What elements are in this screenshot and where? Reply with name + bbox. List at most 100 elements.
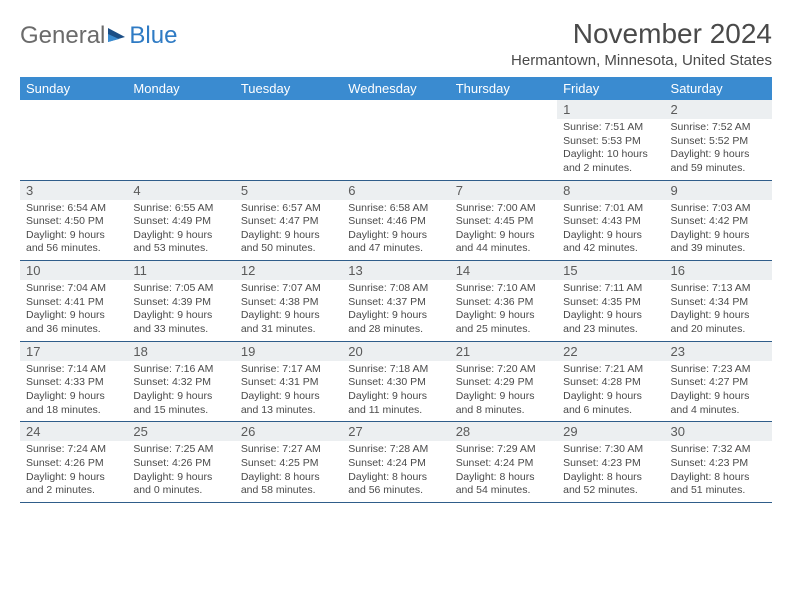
info-line: Sunrise: 6:54 AM <box>26 202 121 216</box>
day-info: Sunrise: 6:55 AMSunset: 4:49 PMDaylight:… <box>127 200 234 261</box>
day-info: Sunrise: 7:29 AMSunset: 4:24 PMDaylight:… <box>450 441 557 502</box>
info-line: and 6 minutes. <box>563 404 658 418</box>
info-line: Sunrise: 7:17 AM <box>241 363 336 377</box>
calendar-cell: . <box>235 100 342 180</box>
info-line: and 25 minutes. <box>456 323 551 337</box>
header: General Blue November 2024 Hermantown, M… <box>20 18 772 69</box>
info-line: Sunrise: 7:13 AM <box>671 282 766 296</box>
info-line: Daylight: 9 hours <box>348 390 443 404</box>
calendar-cell: 14Sunrise: 7:10 AMSunset: 4:36 PMDayligh… <box>450 261 557 342</box>
info-line: Sunrise: 6:57 AM <box>241 202 336 216</box>
info-line: and 33 minutes. <box>133 323 228 337</box>
info-line: Daylight: 9 hours <box>26 390 121 404</box>
day-info: Sunrise: 7:30 AMSunset: 4:23 PMDaylight:… <box>557 441 664 502</box>
info-line: Sunrise: 7:29 AM <box>456 443 551 457</box>
calendar-cell: 8Sunrise: 7:01 AMSunset: 4:43 PMDaylight… <box>557 180 664 261</box>
day-info: Sunrise: 7:21 AMSunset: 4:28 PMDaylight:… <box>557 361 664 422</box>
calendar-cell: 23Sunrise: 7:23 AMSunset: 4:27 PMDayligh… <box>665 341 772 422</box>
info-line: Sunrise: 7:05 AM <box>133 282 228 296</box>
info-line: and 47 minutes. <box>348 242 443 256</box>
info-line: Sunrise: 7:18 AM <box>348 363 443 377</box>
day-info: Sunrise: 7:18 AMSunset: 4:30 PMDaylight:… <box>342 361 449 422</box>
info-line: Daylight: 9 hours <box>26 309 121 323</box>
info-line: Daylight: 8 hours <box>456 471 551 485</box>
calendar-cell: . <box>450 100 557 180</box>
info-line: Sunset: 4:35 PM <box>563 296 658 310</box>
day-info: Sunrise: 7:05 AMSunset: 4:39 PMDaylight:… <box>127 280 234 341</box>
info-line: Daylight: 9 hours <box>133 471 228 485</box>
day-number: 20 <box>342 342 449 361</box>
info-line: Sunset: 4:43 PM <box>563 215 658 229</box>
calendar-cell: 13Sunrise: 7:08 AMSunset: 4:37 PMDayligh… <box>342 261 449 342</box>
info-line: Sunset: 4:30 PM <box>348 376 443 390</box>
info-line: and 31 minutes. <box>241 323 336 337</box>
info-line: Sunrise: 7:01 AM <box>563 202 658 216</box>
day-number: 8 <box>557 181 664 200</box>
location-text: Hermantown, Minnesota, United States <box>511 52 772 69</box>
day-header: Wednesday <box>342 77 449 100</box>
day-header: Saturday <box>665 77 772 100</box>
calendar-cell: 20Sunrise: 7:18 AMSunset: 4:30 PMDayligh… <box>342 341 449 422</box>
day-number: 16 <box>665 261 772 280</box>
info-line: Daylight: 9 hours <box>26 471 121 485</box>
calendar-cell: 22Sunrise: 7:21 AMSunset: 4:28 PMDayligh… <box>557 341 664 422</box>
calendar-cell: . <box>342 100 449 180</box>
info-line: Sunrise: 7:10 AM <box>456 282 551 296</box>
day-info: Sunrise: 7:13 AMSunset: 4:34 PMDaylight:… <box>665 280 772 341</box>
calendar-week: 10Sunrise: 7:04 AMSunset: 4:41 PMDayligh… <box>20 261 772 342</box>
info-line: Sunset: 4:41 PM <box>26 296 121 310</box>
calendar-cell: 11Sunrise: 7:05 AMSunset: 4:39 PMDayligh… <box>127 261 234 342</box>
info-line: and 2 minutes. <box>26 484 121 498</box>
info-line: Daylight: 9 hours <box>348 229 443 243</box>
info-line: Sunrise: 7:04 AM <box>26 282 121 296</box>
info-line: Sunset: 4:33 PM <box>26 376 121 390</box>
info-line: Daylight: 9 hours <box>563 390 658 404</box>
info-line: Sunrise: 7:51 AM <box>563 121 658 135</box>
info-line: and 56 minutes. <box>26 242 121 256</box>
day-header: Thursday <box>450 77 557 100</box>
day-info: Sunrise: 7:01 AMSunset: 4:43 PMDaylight:… <box>557 200 664 261</box>
logo-text-1: General <box>20 22 105 50</box>
info-line: and 36 minutes. <box>26 323 121 337</box>
day-number: 6 <box>342 181 449 200</box>
info-line: Sunrise: 7:11 AM <box>563 282 658 296</box>
info-line: Daylight: 9 hours <box>456 309 551 323</box>
info-line: Sunrise: 7:21 AM <box>563 363 658 377</box>
day-number: 29 <box>557 422 664 441</box>
info-line: Sunrise: 7:32 AM <box>671 443 766 457</box>
info-line: Daylight: 9 hours <box>348 309 443 323</box>
day-number: 27 <box>342 422 449 441</box>
info-line: and 20 minutes. <box>671 323 766 337</box>
info-line: Daylight: 9 hours <box>671 148 766 162</box>
day-number: 7 <box>450 181 557 200</box>
calendar-cell: 9Sunrise: 7:03 AMSunset: 4:42 PMDaylight… <box>665 180 772 261</box>
day-info: Sunrise: 7:28 AMSunset: 4:24 PMDaylight:… <box>342 441 449 502</box>
day-number: 18 <box>127 342 234 361</box>
info-line: and 4 minutes. <box>671 404 766 418</box>
day-number: 22 <box>557 342 664 361</box>
info-line: Sunset: 4:50 PM <box>26 215 121 229</box>
info-line: and 2 minutes. <box>563 162 658 176</box>
info-line: Sunset: 4:36 PM <box>456 296 551 310</box>
day-number: 25 <box>127 422 234 441</box>
calendar-cell: 17Sunrise: 7:14 AMSunset: 4:33 PMDayligh… <box>20 341 127 422</box>
day-info: Sunrise: 7:11 AMSunset: 4:35 PMDaylight:… <box>557 280 664 341</box>
info-line: Sunset: 4:23 PM <box>563 457 658 471</box>
calendar-table: Sunday Monday Tuesday Wednesday Thursday… <box>20 77 772 503</box>
info-line: Sunset: 5:52 PM <box>671 135 766 149</box>
calendar-cell: 29Sunrise: 7:30 AMSunset: 4:23 PMDayligh… <box>557 422 664 503</box>
day-info: Sunrise: 7:51 AMSunset: 5:53 PMDaylight:… <box>557 119 664 180</box>
info-line: Sunrise: 7:20 AM <box>456 363 551 377</box>
day-info: Sunrise: 7:07 AMSunset: 4:38 PMDaylight:… <box>235 280 342 341</box>
info-line: Sunrise: 7:24 AM <box>26 443 121 457</box>
day-header-row: Sunday Monday Tuesday Wednesday Thursday… <box>20 77 772 100</box>
calendar-cell: 26Sunrise: 7:27 AMSunset: 4:25 PMDayligh… <box>235 422 342 503</box>
calendar-cell: 30Sunrise: 7:32 AMSunset: 4:23 PMDayligh… <box>665 422 772 503</box>
info-line: Sunrise: 7:30 AM <box>563 443 658 457</box>
info-line: Sunset: 4:38 PM <box>241 296 336 310</box>
day-info: Sunrise: 7:23 AMSunset: 4:27 PMDaylight:… <box>665 361 772 422</box>
info-line: Daylight: 9 hours <box>671 229 766 243</box>
day-info: Sunrise: 7:10 AMSunset: 4:36 PMDaylight:… <box>450 280 557 341</box>
info-line: Sunrise: 6:55 AM <box>133 202 228 216</box>
info-line: Daylight: 10 hours <box>563 148 658 162</box>
